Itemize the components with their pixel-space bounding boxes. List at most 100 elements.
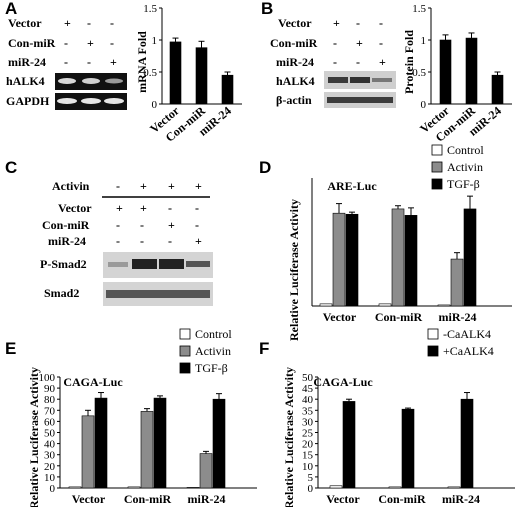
- gel-band: [58, 78, 76, 84]
- panel-c-mark: -: [116, 234, 120, 248]
- bar: [401, 408, 415, 489]
- bar: [491, 74, 504, 105]
- panel-a-mark: -: [64, 36, 68, 50]
- y-tick-label: 90: [44, 383, 56, 395]
- y-tick-label: 30: [44, 450, 56, 462]
- y-tick-label: 0: [152, 99, 158, 111]
- y-tick-label: 40: [302, 394, 314, 406]
- bar: [68, 486, 82, 489]
- panel-a-row-label: miR-24: [8, 55, 46, 69]
- y-axis-label: Relative Luciferase Activity: [27, 367, 41, 507]
- panel-c-label: C: [5, 158, 17, 177]
- panel-b-row-label: miR-24: [276, 55, 314, 69]
- gel-band: [104, 98, 124, 104]
- panel-a-mark: -: [110, 16, 114, 30]
- chart-title: ARE-Luc: [327, 179, 377, 193]
- blot-band: [159, 259, 184, 269]
- legend-label: TGF-β: [195, 361, 228, 375]
- gel-band: [105, 78, 123, 84]
- bar: [439, 39, 452, 105]
- panel-c-mark: -: [195, 218, 199, 232]
- y-tick-label: 60: [44, 416, 56, 428]
- panel-b-mark: +: [333, 16, 340, 30]
- y-tick-label: 20: [44, 461, 56, 473]
- bar: [404, 215, 418, 307]
- blot-band: [328, 77, 348, 83]
- panel-c-row-label: Con-miR: [42, 218, 90, 232]
- panel-a-mark: +: [87, 36, 94, 50]
- y-tick-label: 1: [421, 35, 427, 47]
- panel-a-label: A: [5, 0, 17, 18]
- bar: [81, 415, 95, 489]
- panel-e-label: E: [5, 339, 16, 358]
- panel-c-mark: +: [140, 201, 147, 215]
- panel-b-label: B: [261, 0, 273, 18]
- bar: [463, 208, 477, 307]
- panel-c-mark: -: [195, 201, 199, 215]
- y-tick-label: 100: [39, 372, 56, 384]
- panel-c-mark: -: [168, 201, 172, 215]
- panel-c-mark: +: [168, 218, 175, 232]
- y-axis-label: Relative Luciferase Activity: [287, 199, 301, 341]
- x-tick-label: Con-miR: [375, 310, 423, 324]
- bar: [319, 303, 333, 307]
- panel-c-mark: -: [140, 218, 144, 232]
- bar: [342, 401, 356, 489]
- legend-label: Control: [195, 327, 232, 341]
- gel-band: [82, 78, 100, 84]
- chart-title: CAGA-Luc: [313, 375, 373, 389]
- blot-label: Smad2: [44, 286, 79, 300]
- x-tick-label: miR-24: [442, 492, 480, 506]
- legend-swatch: [431, 144, 443, 156]
- bar: [447, 486, 461, 489]
- blot-label: hALK4: [276, 74, 315, 88]
- bar: [221, 74, 234, 105]
- x-tick-label: Con-miR: [378, 492, 426, 506]
- panel-c-mark: +: [195, 234, 202, 248]
- chart-f: CAGA-Luc Relative Luciferase Activity 05…: [282, 327, 515, 507]
- bar: [465, 37, 478, 105]
- y-tick-label: 70: [44, 405, 56, 417]
- bar: [388, 486, 402, 489]
- bar: [329, 485, 343, 489]
- legend-label: Activin: [447, 160, 483, 174]
- blot-label: hALK4: [6, 74, 45, 88]
- y-tick-label: 0: [421, 99, 427, 111]
- blot-label: P-Smad2: [40, 257, 87, 271]
- y-tick-label: 0.5: [412, 67, 426, 79]
- bar: [378, 303, 392, 307]
- panel-a-row-label: Con-miR: [8, 36, 56, 50]
- legend-label: Control: [447, 143, 484, 157]
- y-tick-label: 25: [302, 428, 314, 440]
- panel-b-mark: -: [356, 55, 360, 69]
- y-tick-label: 80: [44, 394, 56, 406]
- bar: [186, 487, 200, 489]
- y-tick-label: 20: [302, 439, 314, 451]
- panel-a: A Vector + - - Con-miR - + - miR-24 - - …: [5, 0, 242, 145]
- legend-swatch: [431, 161, 443, 173]
- blot-band: [186, 261, 210, 267]
- legend-label: Activin: [195, 344, 231, 358]
- blot-label: β-actin: [276, 93, 312, 107]
- legend-label: TGF-β: [447, 177, 480, 191]
- panel-d: D ARE-Luc Relative Luciferase Activity V…: [259, 143, 512, 341]
- panel-b-mark: -: [379, 16, 383, 30]
- x-tick-label: Vector: [72, 492, 106, 506]
- y-tick-label: 50: [302, 372, 314, 384]
- panel-c-mark: -: [116, 218, 120, 232]
- bar: [450, 258, 464, 307]
- blot-label: GAPDH: [6, 94, 50, 108]
- y-tick-label: 1.5: [143, 3, 157, 15]
- panel-a-mark: +: [110, 55, 117, 69]
- y-tick-label: 10: [302, 461, 314, 473]
- blot-band: [350, 77, 370, 83]
- panel-f-label: F: [259, 339, 269, 358]
- blot-band: [106, 290, 210, 298]
- y-tick-label: 0: [50, 483, 56, 495]
- panel-c: C Activin - + + + Vector + + - - Con-miR…: [5, 158, 213, 306]
- y-tick-label: 10: [44, 472, 56, 484]
- y-axis-label: Relative Luciferase Activity: [282, 367, 296, 507]
- x-tick-label: Vector: [326, 492, 360, 506]
